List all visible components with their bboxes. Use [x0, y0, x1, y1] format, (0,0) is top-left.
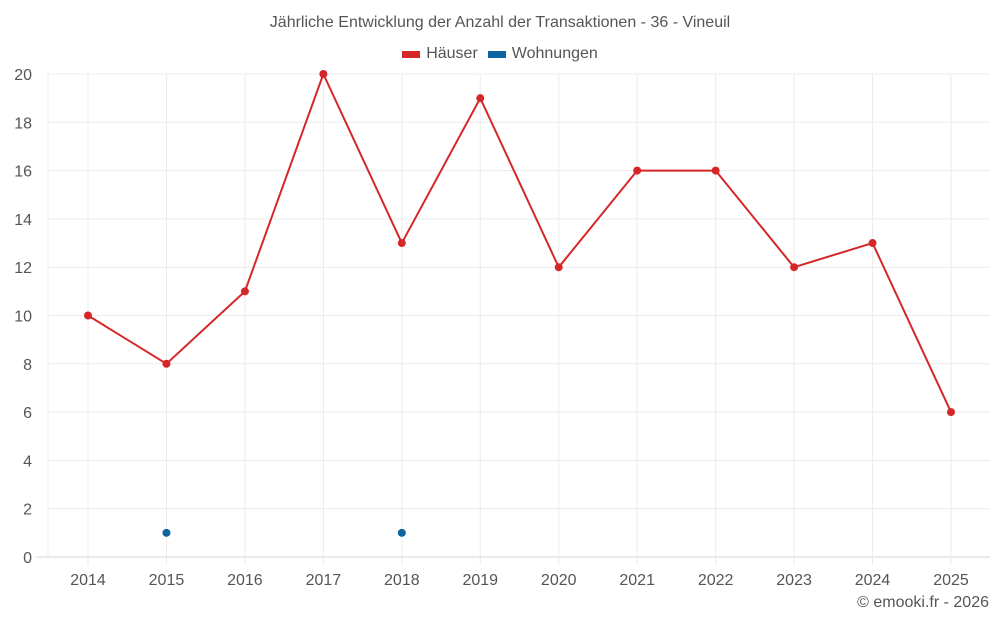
data-point[interactable] [319, 70, 328, 78]
y-tick-label: 10 [14, 309, 32, 326]
data-point[interactable] [554, 263, 563, 272]
data-point[interactable] [240, 287, 249, 296]
data-point[interactable] [162, 359, 171, 368]
series-wohnungen [162, 528, 406, 537]
legend-item-haeuser[interactable]: Häuser [402, 45, 478, 63]
data-point[interactable] [397, 239, 406, 248]
legend-swatch-haeuser [402, 50, 421, 58]
y-tick-label: 20 [14, 67, 32, 84]
x-tick-label: 2021 [619, 572, 655, 589]
x-tick-label: 2016 [227, 572, 263, 589]
x-tick-label: 2022 [698, 572, 734, 589]
y-tick-label: 4 [23, 453, 32, 470]
data-point[interactable] [633, 166, 642, 175]
chart-title: Jährliche Entwicklung der Anzahl der Tra… [269, 14, 731, 31]
x-tick-label: 2020 [541, 572, 577, 589]
y-tick-label: 12 [14, 260, 32, 277]
y-tick-label: 2 [23, 502, 32, 519]
data-point[interactable] [84, 311, 92, 320]
x-tick-label: 2014 [70, 572, 106, 589]
data-point[interactable] [711, 166, 720, 175]
x-tick-label: 2025 [933, 572, 969, 589]
data-point[interactable] [476, 94, 485, 103]
series-line [87, 73, 952, 413]
data-point[interactable] [868, 239, 877, 248]
x-tick-label: 2023 [776, 572, 812, 589]
y-tick-label: 8 [23, 357, 32, 374]
legend-label-haeuser: Häuser [426, 45, 478, 62]
series-häuser [84, 70, 955, 417]
x-tick-label: 2015 [149, 572, 185, 589]
data-point[interactable] [162, 528, 171, 537]
copyright-credit: © emooki.fr - 2026 [857, 594, 989, 611]
x-tick-label: 2024 [855, 572, 891, 589]
grid [36, 73, 990, 565]
y-tick-label: 6 [23, 405, 32, 422]
legend-item-wohnungen[interactable]: Wohnungen [487, 45, 598, 63]
x-tick-label: 2019 [462, 572, 498, 589]
x-tick-label: 2018 [384, 572, 420, 589]
y-tick-label: 18 [14, 115, 32, 132]
data-point[interactable] [397, 528, 406, 537]
y-tick-label: 16 [14, 164, 32, 181]
data-point[interactable] [947, 408, 955, 417]
y-tick-label: 0 [23, 550, 32, 567]
data-point[interactable] [790, 263, 799, 272]
legend-swatch-wohnungen [487, 50, 506, 58]
x-tick-label: 2017 [306, 572, 342, 589]
y-tick-label: 14 [14, 212, 32, 229]
legend-label-wohnungen: Wohnungen [511, 45, 598, 62]
legend: Häuser Wohnungen [0, 45, 1000, 63]
